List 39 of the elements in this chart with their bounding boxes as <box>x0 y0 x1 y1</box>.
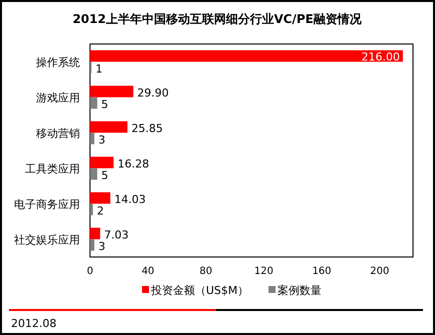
bar <box>90 121 128 133</box>
y-tick-label: 电子商务应用 <box>14 198 80 211</box>
data-label: 25.85 <box>131 122 163 135</box>
data-label: 16.28 <box>118 157 150 170</box>
x-tick-label: 160 <box>312 266 332 277</box>
x-tick-label: 200 <box>370 266 390 277</box>
bar <box>90 156 114 168</box>
data-label: 5 <box>101 168 108 182</box>
bar <box>90 228 100 240</box>
y-tick-label: 移动营销 <box>36 126 80 140</box>
y-tick-label: 操作系统 <box>36 56 80 69</box>
bar <box>90 204 93 216</box>
data-label: 29.90 <box>137 86 169 100</box>
data-label: 216.00 <box>361 50 400 64</box>
data-label: 3 <box>98 240 106 253</box>
bar <box>90 86 134 98</box>
x-tick-label: 80 <box>200 266 212 277</box>
bar <box>90 97 98 109</box>
bar <box>90 239 94 251</box>
x-tick-label: 0 <box>86 266 94 277</box>
y-tick-label: 工具类应用 <box>25 162 80 176</box>
bar <box>90 132 94 144</box>
x-tick-label: 40 <box>142 266 154 277</box>
legend-label: 案例数量 <box>278 284 322 297</box>
text: 2012.08 <box>11 317 56 330</box>
data-label: 5 <box>101 98 108 111</box>
data-label: 1 <box>95 62 102 76</box>
bar <box>90 192 110 204</box>
data-label: 7.03 <box>104 228 129 242</box>
y-tick-label: 游戏应用 <box>36 91 80 104</box>
data-label: 14.03 <box>114 192 146 206</box>
bar <box>90 168 98 180</box>
x-tick-label: 120 <box>254 266 274 277</box>
data-label: 3 <box>98 133 106 146</box>
y-tick-label: 社交娱乐应用 <box>14 233 80 246</box>
data-label: 2 <box>96 204 104 218</box>
legend-label: 投资金额（US$M） <box>150 284 249 297</box>
chart-title: 2012上半年中国移动互联网细分行业VC/PE融资情况 <box>72 12 362 26</box>
bar <box>90 50 403 62</box>
